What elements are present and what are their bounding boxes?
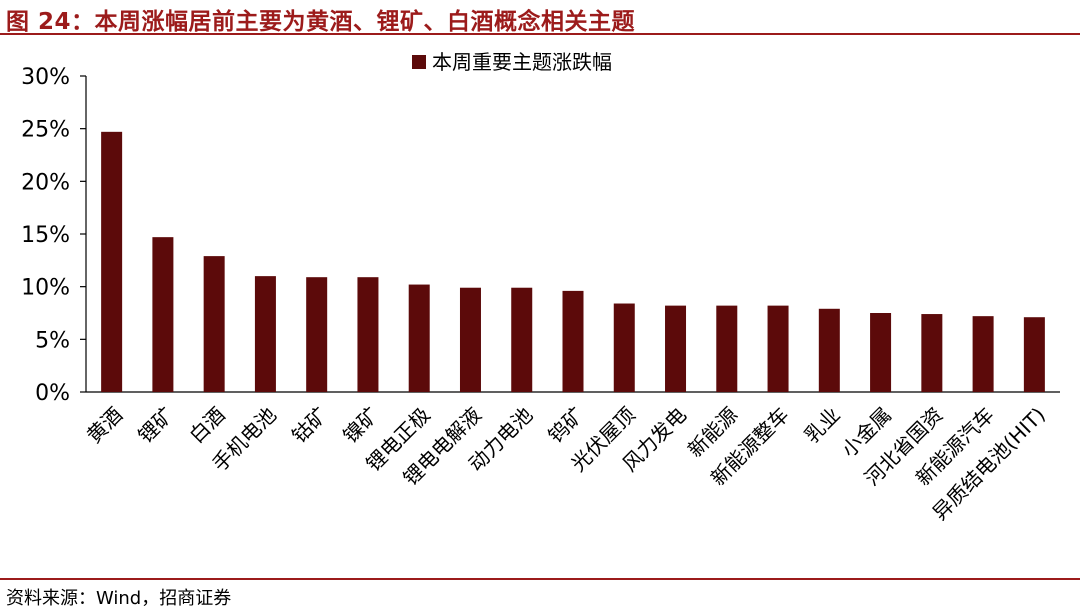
y-tick-label: 15% bbox=[21, 223, 70, 248]
title-rule bbox=[0, 33, 1080, 35]
bar bbox=[613, 303, 635, 392]
bars bbox=[101, 131, 1045, 392]
bar bbox=[101, 131, 123, 392]
x-tick-label: 白酒 bbox=[184, 403, 229, 448]
bar bbox=[254, 276, 276, 392]
x-tick-label: 黄酒 bbox=[82, 403, 127, 448]
bar bbox=[870, 313, 892, 392]
bar bbox=[972, 316, 994, 392]
y-axis: 0% 5% 10% 15% 20% 25% 30% bbox=[21, 65, 87, 406]
bar bbox=[921, 314, 943, 392]
bar bbox=[459, 287, 481, 392]
x-tick-label: 锂矿 bbox=[133, 403, 178, 448]
legend-label: 本周重要主题涨跌幅 bbox=[432, 50, 612, 74]
bar bbox=[665, 305, 687, 392]
bar bbox=[716, 305, 738, 392]
x-tick-label: 钴矿 bbox=[287, 403, 332, 448]
x-tick-label: 乳业 bbox=[800, 403, 845, 448]
bar bbox=[357, 277, 379, 392]
bar bbox=[408, 284, 430, 392]
y-tick-label: 20% bbox=[21, 170, 70, 195]
source-note: 资料来源：Wind，招商证券 bbox=[6, 588, 232, 609]
legend: 本周重要主题涨跌幅 bbox=[412, 50, 612, 74]
bar bbox=[767, 305, 789, 392]
y-tick-label: 25% bbox=[21, 118, 70, 143]
legend-swatch bbox=[412, 55, 426, 69]
bar bbox=[562, 290, 584, 392]
y-tick-label: 0% bbox=[35, 381, 70, 406]
figure-title: 图 24：本周涨幅居前主要为黄酒、锂矿、白酒概念相关主题 bbox=[6, 9, 636, 35]
y-tick-label: 5% bbox=[35, 328, 70, 353]
bar bbox=[511, 287, 533, 392]
bar bbox=[152, 237, 174, 392]
source-rule bbox=[0, 578, 1080, 580]
bar bbox=[306, 277, 328, 392]
x-tick-label: 钨矿 bbox=[543, 403, 588, 448]
x-tick-label: 镍矿 bbox=[338, 403, 383, 448]
y-tick-label: 10% bbox=[21, 276, 70, 301]
bar bbox=[203, 256, 225, 392]
y-tick-label: 30% bbox=[21, 65, 70, 90]
bar bbox=[818, 308, 840, 392]
bar bbox=[1023, 317, 1045, 392]
